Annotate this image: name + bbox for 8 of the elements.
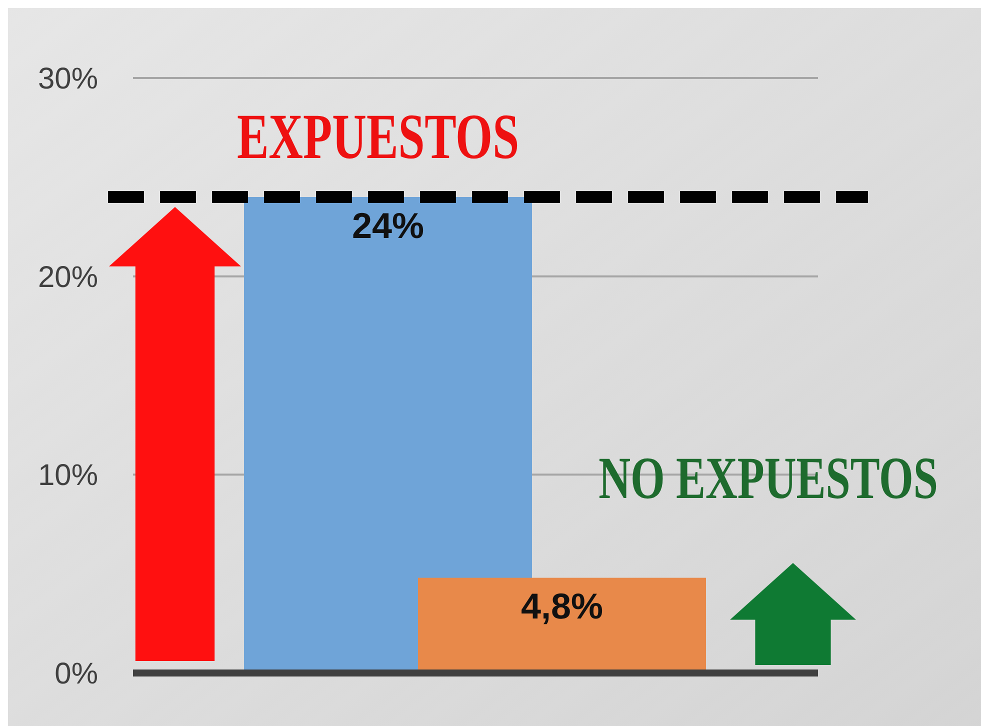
annotation: EXPUESTOS <box>236 102 520 173</box>
data-label: 4,8% <box>520 586 604 627</box>
y-tick-label: 0% <box>54 658 98 690</box>
y-tick-label: 10% <box>38 459 98 492</box>
data-label: 24% <box>352 204 424 246</box>
annotation: NO EXPUESTOS <box>598 446 938 512</box>
y-tick-label: 30% <box>38 62 98 96</box>
y-tick-label: 20% <box>38 260 98 294</box>
